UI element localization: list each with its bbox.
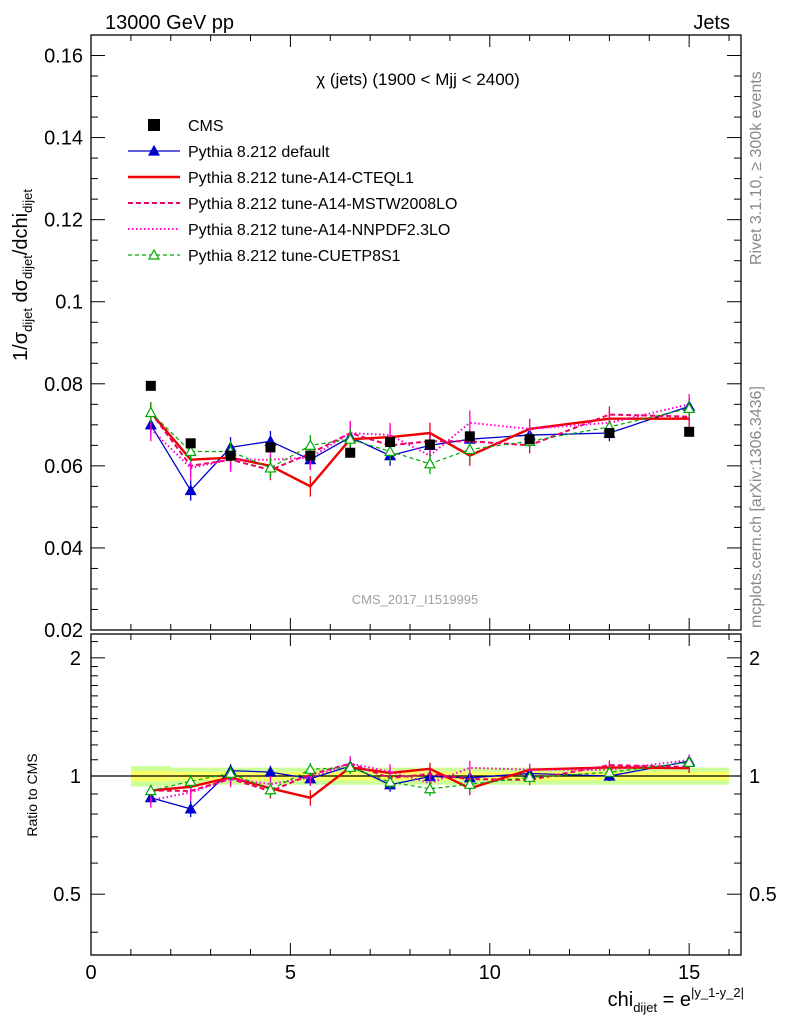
ratio-series-line [150, 762, 690, 793]
y-axis-label: 1/σdijet dσdijet/dchidijet [10, 189, 35, 361]
legend-entry: CMS [148, 118, 224, 135]
series-pythia-8-212-tune-cuetp8s1 [144, 400, 696, 479]
series-line [150, 407, 690, 469]
series-marker [184, 445, 197, 457]
data-point [345, 447, 356, 458]
legend-entry: Pythia 8.212 tune-A14-NNPDF2.3LO [128, 222, 450, 239]
series-marker [184, 775, 197, 786]
x-tick-label: 5 [285, 962, 296, 984]
legend-marker [148, 119, 160, 131]
legend-label: Pythia 8.212 tune-A14-CTEQL1 [188, 170, 414, 187]
x-axis-label: chidijet = e|y_1-y_2| [608, 985, 744, 1015]
series-marker [147, 144, 161, 156]
ratio-y-tick-label-right: 1 [749, 766, 760, 788]
legend-label: Pythia 8.212 tune-A14-NNPDF2.3LO [188, 222, 450, 239]
y-tick-label: 0.08 [44, 374, 83, 396]
legend-label: Pythia 8.212 tune-CUETP8S1 [188, 248, 401, 265]
legend-label: Pythia 8.212 default [188, 144, 330, 161]
ratio-frame [90, 633, 742, 956]
data-point [305, 450, 316, 461]
category-label: Jets [693, 12, 730, 34]
y-tick-label: 0.02 [44, 620, 83, 642]
series-marker [144, 406, 157, 418]
x-tick-label: 0 [85, 962, 96, 984]
ratio-y-tick-label-right: 0.5 [749, 884, 777, 906]
data-point [604, 428, 615, 439]
ratio-y-tick-label: 1 [70, 766, 81, 788]
mcplots-label: mcplots.cern.ch [arXiv:1306.3436] [748, 386, 765, 628]
series-marker [423, 457, 436, 469]
analysis-watermark: CMS_2017_I1519995 [352, 592, 479, 607]
ratio-y-tick-label: 0.5 [53, 884, 81, 906]
series-marker [523, 771, 536, 782]
series-marker [304, 439, 317, 450]
y-tick-label: 0.06 [44, 456, 83, 478]
data-point [145, 380, 156, 391]
series-marker [144, 784, 157, 796]
legend-entry: Pythia 8.212 tune-CUETP8S1 [128, 248, 401, 265]
series-marker [147, 248, 161, 260]
series-marker [603, 766, 616, 777]
data-point [185, 438, 196, 449]
y-tick-label: 0.14 [44, 128, 83, 150]
data-point [684, 426, 695, 437]
ratio-plot: 0 5 10 15 0.5 0.5 1 1 2 2 [53, 633, 777, 984]
series-marker [264, 783, 277, 795]
energy-label: 13000 GeV pp [105, 12, 234, 34]
legend-label: Pythia 8.212 tune-A14-MSTW2008LO [188, 196, 457, 213]
series-marker [384, 445, 397, 457]
series-marker [463, 443, 476, 455]
x-tick-label: 15 [678, 962, 700, 984]
main-plot: 0.02 0.04 0.06 0.08 0.1 0.12 0.14 0.16 [44, 34, 742, 955]
series-line [150, 405, 690, 492]
series-marker [683, 402, 696, 414]
series-line [150, 403, 690, 470]
data-point [225, 450, 236, 461]
series-marker [683, 756, 696, 767]
series-marker [224, 767, 237, 778]
legend-entry: Pythia 8.212 tune-A14-CTEQL1 [128, 170, 414, 187]
y-tick-label: 0.04 [44, 538, 83, 560]
ratio-y-tick-label-right: 2 [749, 648, 760, 670]
legend-entry: Pythia 8.212 default [128, 144, 330, 161]
ratio-y-axis-label: Ratio to CMS [24, 753, 40, 836]
series-marker [184, 484, 197, 496]
chart-title: χ (jets) (1900 < Mjj < 2400) [316, 70, 520, 89]
y-tick-label: 0.1 [55, 292, 83, 314]
data-point [385, 437, 396, 448]
data-point [464, 431, 475, 442]
ratio-series-line [150, 761, 690, 792]
ratio-series-pythia-8-212-tune-cuetp8s1 [144, 756, 696, 798]
series-marker [423, 782, 436, 794]
y-tick-label: 0.16 [44, 46, 83, 68]
series-marker [184, 802, 197, 814]
ratio-y-tick-label: 2 [70, 648, 81, 670]
series-marker [344, 432, 357, 444]
series-marker [384, 775, 397, 787]
legend: CMS Pythia 8.212 default Pythia 8.212 tune… [128, 118, 457, 265]
series-marker [344, 761, 357, 772]
data-point [524, 434, 535, 445]
series-marker [463, 778, 476, 789]
series-marker [264, 461, 277, 473]
data-point [265, 442, 276, 453]
series-pythia-8-212-tune-a14-mstw2008lo [150, 402, 690, 481]
series-cms-data [145, 380, 695, 461]
legend-label: CMS [188, 118, 224, 135]
legend-entry: Pythia 8.212 tune-A14-MSTW2008LO [128, 196, 457, 213]
rivet-version-label: Rivet 3.1.10, ≥ 300k events [748, 71, 765, 265]
series-line [150, 411, 690, 472]
y-tick-label: 0.12 [44, 210, 83, 232]
data-point [424, 439, 435, 450]
main-frame [90, 34, 742, 631]
ratio-series-line [150, 760, 690, 810]
series-marker [304, 763, 317, 774]
x-tick-label: 10 [479, 962, 501, 984]
